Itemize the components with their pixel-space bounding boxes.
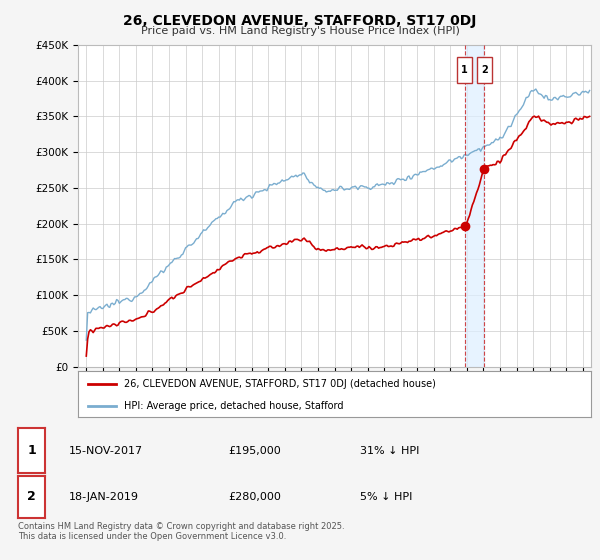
Text: £280,000: £280,000 [228,492,281,502]
Text: 2: 2 [27,491,36,503]
Text: HPI: Average price, detached house, Stafford: HPI: Average price, detached house, Staf… [124,401,344,410]
Text: 15-NOV-2017: 15-NOV-2017 [69,446,143,456]
Text: Price paid vs. HM Land Registry's House Price Index (HPI): Price paid vs. HM Land Registry's House … [140,26,460,36]
Text: 31% ↓ HPI: 31% ↓ HPI [360,446,419,456]
Text: £195,000: £195,000 [228,446,281,456]
Bar [465,45,484,367]
FancyBboxPatch shape [457,57,472,83]
Text: 26, CLEVEDON AVENUE, STAFFORD, ST17 0DJ: 26, CLEVEDON AVENUE, STAFFORD, ST17 0DJ [124,14,476,28]
Text: Contains HM Land Registry data © Crown copyright and database right 2025.
This d: Contains HM Land Registry data © Crown c… [18,522,344,542]
Text: 1: 1 [27,444,36,458]
Text: 18-JAN-2019: 18-JAN-2019 [69,492,139,502]
Text: 26, CLEVEDON AVENUE, STAFFORD, ST17 0DJ (detached house): 26, CLEVEDON AVENUE, STAFFORD, ST17 0DJ … [124,379,436,389]
Text: 2: 2 [481,65,488,75]
Text: 1: 1 [461,65,468,75]
Text: 5% ↓ HPI: 5% ↓ HPI [360,492,412,502]
FancyBboxPatch shape [477,57,492,83]
